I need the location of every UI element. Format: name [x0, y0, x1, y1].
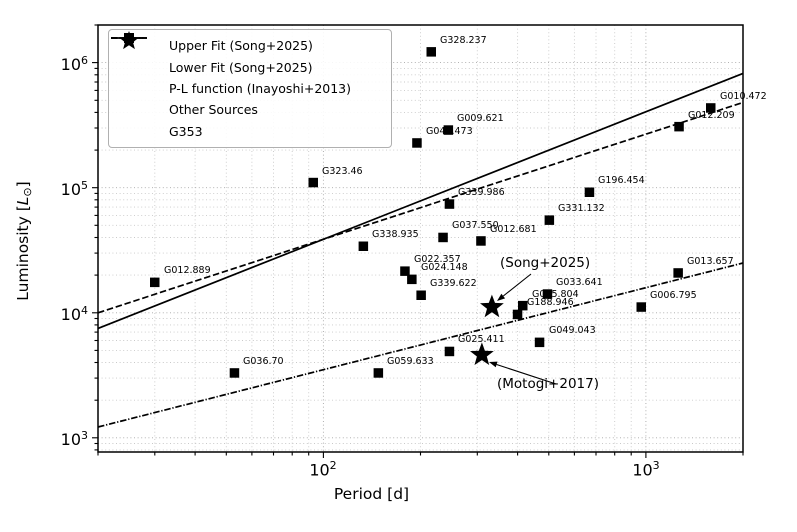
marker-G012.681 [476, 236, 486, 246]
point-label-G188.946: G188.946 [527, 297, 574, 308]
marker-G049.043 [534, 337, 545, 348]
point-label-G025.411: G025.411 [458, 334, 505, 345]
legend-label: G353 [169, 123, 203, 139]
point-label-G045.804: G045.804 [532, 289, 579, 300]
x-tick-label-10^2: 102 [309, 459, 337, 480]
point-label-G010.472: G010.472 [720, 91, 767, 102]
marker-G045.804 [518, 300, 528, 311]
marker-G036.70 [229, 368, 240, 378]
point-label-G022.357: G022.357 [414, 254, 461, 265]
legend: Upper Fit (Song+2025) Lower Fit (Song+202… [108, 29, 392, 148]
marker-G022.357 [400, 266, 410, 276]
y-axis-label: Luminosity [L⊙] [14, 181, 34, 301]
marker-G323.46 [308, 177, 318, 188]
marker-G188.946 [512, 309, 523, 320]
arrow-motogi [496, 363, 557, 385]
point-label-G037.550: G037.550 [452, 220, 499, 231]
point-label-G012.681: G012.681 [490, 224, 537, 235]
marker-G339.622 [416, 290, 426, 300]
y-tick-label-10^6: 106 [60, 53, 88, 75]
point-label-G045.473: G045.473 [426, 126, 473, 137]
legend-entry-dashdot: Lower Fit (Song+2025) [111, 37, 383, 77]
x-tick-label-10^3: 103 [632, 459, 660, 480]
marker-G339.986 [444, 199, 455, 209]
marker-G013.657 [673, 268, 683, 278]
marker-G009.621 [443, 125, 454, 135]
point-label-G012.209: G012.209 [688, 110, 735, 121]
point-label-G331.132: G331.132 [558, 203, 605, 214]
point-label-G033.641: G033.641 [556, 277, 603, 288]
line-dashed [97, 101, 744, 314]
legend-entry-dashed: Upper Fit (Song+2025) [111, 35, 383, 56]
marker-G012.889 [150, 277, 160, 288]
point-label-G339.622: G339.622 [430, 278, 477, 289]
point-label-G013.657: G013.657 [687, 256, 734, 267]
point-label-G196.454: G196.454 [598, 175, 645, 186]
point-label-G012.889: G012.889 [164, 265, 211, 276]
legend-label: Lower Fit (Song+2025) [169, 59, 313, 75]
legend-label: Upper Fit (Song+2025) [169, 38, 313, 54]
x-axis-label: Period [d] [333, 485, 410, 503]
annotation-motogi-2017: (Motogi+2017) [497, 376, 599, 392]
marker-G033.641 [542, 289, 553, 299]
point-label-G009.621: G009.621 [457, 113, 504, 124]
marker-G328.237 [426, 47, 436, 57]
y-tick-label-10^4: 104 [60, 303, 88, 325]
marker-G059.633 [373, 368, 384, 378]
point-label-G323.46: G323.46 [322, 166, 363, 177]
marker-G037.550 [438, 232, 448, 243]
legend-label: Other Sources [169, 102, 258, 118]
marker-G353 (Motogi+2017) [470, 342, 494, 365]
point-label-G059.633: G059.633 [387, 356, 434, 367]
marker-G196.454 [584, 187, 595, 197]
point-label-G006.795: G006.795 [650, 290, 697, 301]
y-tick-label-10^5: 105 [60, 178, 88, 200]
point-label-G049.043: G049.043 [549, 325, 596, 336]
y-tick-label-10^3: 103 [60, 428, 88, 450]
point-label-G339.986: G339.986 [458, 187, 505, 198]
marker-G338.935 [358, 241, 369, 251]
arrow-song-head [497, 293, 506, 301]
marker-G024.148 [407, 274, 417, 285]
marker-G025.411 [444, 346, 455, 357]
marker-G012.209 [674, 121, 684, 132]
legend-entry-square: Other Sources [115, 33, 383, 120]
point-label-G328.237: G328.237 [440, 35, 487, 46]
line-solid [97, 72, 744, 330]
annotation-song-2025: (Song+2025) [500, 255, 591, 271]
legend-entry-star: G353 [115, 31, 383, 142]
arrow-song [502, 273, 532, 297]
plot-frame [97, 24, 744, 453]
marker-G010.472 [706, 103, 716, 113]
marker-G006.795 [636, 302, 646, 312]
legend-label: P-L function (Inayoshi+2013) [169, 80, 352, 96]
point-label-G036.70: G036.70 [243, 356, 284, 367]
arrow-motogi-head [489, 361, 498, 368]
marker-G331.132 [544, 215, 555, 225]
marker-G045.473 [412, 138, 422, 148]
legend-entry-solid: P-L function (Inayoshi+2013) [111, 37, 383, 99]
legend-star-icon [119, 31, 139, 50]
point-label-G024.148: G024.148 [421, 262, 468, 273]
line-dashdot [97, 262, 744, 428]
point-label-G338.935: G338.935 [372, 229, 419, 240]
marker-G353 (Song+2025) [480, 294, 504, 318]
